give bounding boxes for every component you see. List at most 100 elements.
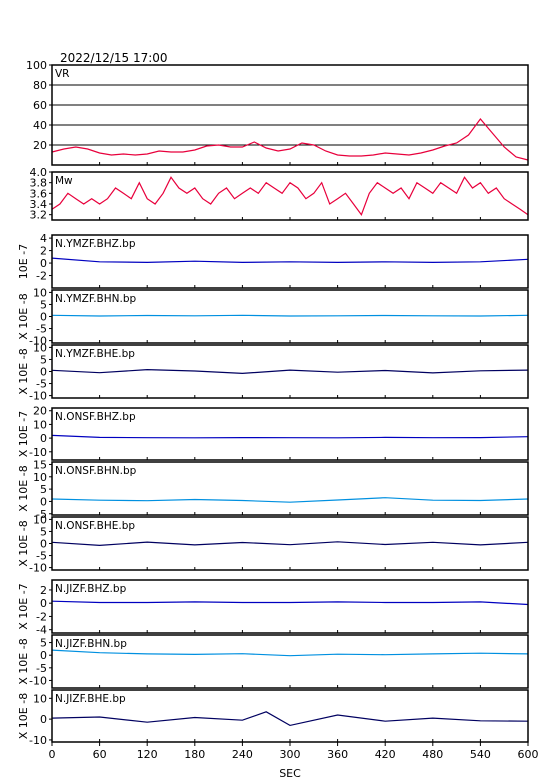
panel-vr: 20 40 60 80 100 VR (26, 59, 529, 166)
panel-label: N.JIZF.BHE.bp (55, 693, 126, 705)
series-line-vr (51, 118, 529, 161)
panel-label: Mw (55, 175, 73, 187)
x-tick-label: 540 (470, 748, 491, 761)
y-tick-label: 0 (40, 257, 47, 270)
y-tick-label: 0 (40, 538, 47, 551)
x-tick-label: 300 (280, 748, 301, 761)
y-axis-label: X 10E -8 (17, 348, 30, 394)
panel-label: VR (55, 68, 69, 80)
x-tick-label: 420 (375, 748, 396, 761)
panel-label: N.YMZF.BHZ.bp (55, 238, 136, 250)
y-axis-label: X 10E -8 (17, 293, 30, 339)
panel-label: N.ONSF.BHN.bp (55, 465, 137, 477)
y-tick-label: 10 (33, 513, 47, 526)
panel-frame (51, 171, 529, 221)
series-line-ymzf-bhn (51, 314, 529, 317)
y-axis-label: X 10E -7 (17, 583, 30, 629)
y-tick-label: 5 (40, 483, 47, 496)
y-axis-label: X 10E -8 (17, 520, 30, 566)
series-line-ymzf-bhe (51, 368, 529, 375)
y-tick-label: 15 (33, 458, 47, 471)
y-tick-label: -4 (36, 624, 47, 637)
panel-label: N.YMZF.BHE.bp (55, 348, 135, 360)
y-tick-label: 10 (33, 286, 47, 299)
x-tick-label: 600 (518, 748, 539, 761)
y-tick-label: 0 (40, 495, 47, 508)
y-tick-label: 5 (40, 353, 47, 366)
y-tick-label: 3.6 (30, 187, 48, 200)
y-tick-label: 3.2 (30, 209, 48, 222)
y-tick-label: 20 (33, 405, 47, 418)
y-tick-label: 4.0 (30, 166, 48, 179)
y-tick-label: 3.8 (30, 177, 48, 190)
y-tick-label: -5 (36, 323, 47, 336)
panel-jizf-bhn: -10-505 N.JIZF.BHN.bp X 10E -8 (17, 634, 529, 689)
y-tick-label: 0 (40, 432, 47, 445)
y-tick-label: 100 (26, 59, 47, 72)
series-line-ymzf-bhz (51, 257, 529, 264)
panel-mw: 3.23.43.63.84.0 Mw (30, 166, 529, 222)
series-line-mw (51, 176, 529, 216)
y-axis-label: X 10E -8 (17, 465, 30, 511)
y-tick-label: 10 (33, 341, 47, 354)
y-tick-label: 0 (40, 597, 47, 610)
series-line-jizf-bhz (51, 600, 529, 606)
y-tick-label: 10 (33, 471, 47, 484)
header-datetime: 2022/12/15 17:00 (60, 51, 168, 65)
panel-label: N.ONSF.BHE.bp (55, 520, 135, 532)
panel-jizf-bhz: -4-202 N.JIZF.BHZ.bp X 10E -7 (17, 579, 529, 637)
x-tick-label: 180 (184, 748, 205, 761)
y-axis-label: X 10E -8 (17, 693, 30, 739)
series-line-jizf-bhn (51, 649, 529, 657)
y-tick-label: -10 (29, 674, 47, 687)
panel-frame (51, 64, 529, 166)
y-axis-label: X 10E -7 (17, 411, 30, 457)
x-axis: 0 60 120 180 240 300 360 420 480 540 600 (49, 742, 539, 761)
y-tick-label: 20 (33, 139, 47, 152)
x-tick-label: 120 (137, 748, 158, 761)
y-tick-label: -2 (36, 610, 47, 623)
y-tick-label: -10 (29, 335, 47, 348)
y-tick-label: 4 (40, 232, 47, 245)
y-tick-label: 0 (40, 713, 47, 726)
y-tick-label: -10 (29, 446, 47, 459)
y-tick-label: 5 (40, 637, 47, 650)
x-tick-label: 240 (232, 748, 253, 761)
y-tick-label: 0 (40, 649, 47, 662)
y-tick-label: 10 (33, 418, 47, 431)
y-tick-label: -5 (36, 508, 47, 521)
series-line-onsf-bhe (51, 541, 529, 547)
y-tick-label: 5 (40, 525, 47, 538)
y-tick-label: 3.4 (30, 198, 48, 211)
panel-label: N.ONSF.BHZ.bp (55, 411, 136, 423)
y-tick-label: 0 (40, 366, 47, 379)
x-tick-label: 360 (327, 748, 348, 761)
x-axis-label: SEC (279, 767, 301, 780)
x-tick-label: 60 (93, 748, 107, 761)
y-tick-label: 10 (33, 692, 47, 705)
y-tick-label: 0 (40, 311, 47, 324)
y-tick-label: -10 (29, 390, 47, 403)
y-tick-label: 40 (33, 119, 47, 132)
y-tick-label: 5 (40, 298, 47, 311)
y-tick-label: -2 (36, 270, 47, 283)
x-tick-label: 0 (49, 748, 56, 761)
panel-label: N.JIZF.BHN.bp (55, 638, 127, 650)
y-axis-label: 10E -7 (17, 244, 30, 279)
panel-label: N.JIZF.BHZ.bp (55, 583, 127, 595)
y-tick-label: -5 (36, 662, 47, 675)
y-tick-label: 2 (40, 245, 47, 258)
y-tick-label: 60 (33, 99, 47, 112)
series-line-onsf-bhz (51, 434, 529, 439)
y-tick-label: -10 (29, 562, 47, 575)
series-line-jizf-bhe (51, 711, 529, 727)
y-tick-label: 2 (40, 584, 47, 597)
panel-jizf-bhe: -10 0 10 N.JIZF.BHE.bp X 10E -8 (17, 689, 529, 747)
